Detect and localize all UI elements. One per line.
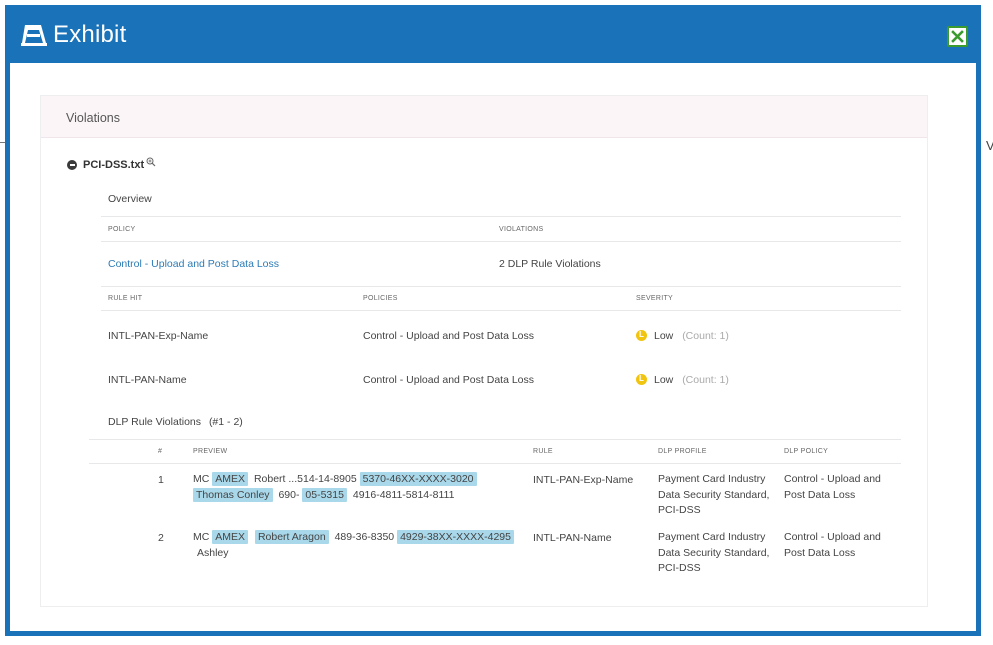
exhibit-icon [21, 25, 47, 46]
policy-line: Control - Upload and [784, 473, 881, 485]
dlp-profile-1: Payment Card Industry Data Security Stan… [658, 472, 769, 519]
severity-2: Low (Count: 1) [636, 374, 729, 386]
preview-match: Thomas Conley [193, 487, 273, 502]
rule-hit-1: INTL-PAN-Exp-Name [108, 330, 209, 342]
dlp-policy-column-header: DLP POLICY [784, 448, 829, 455]
policy-column-header: POLICY [108, 226, 136, 233]
preview-text: 4916-4811-5814-8111 [352, 488, 455, 501]
row-number-1: 1 [158, 474, 164, 486]
violations-count: 2 DLP Rule Violations [499, 258, 601, 270]
severity-1: Low (Count: 1) [636, 330, 729, 342]
rule-hit-column-header: RULE HIT [108, 295, 143, 302]
rule-hit-2: INTL-PAN-Name [108, 374, 187, 386]
rule-policy-2: Control - Upload and Post Data Loss [363, 374, 535, 386]
dlp-profile-2: Payment Card Industry Data Security Stan… [658, 530, 769, 577]
severity-count: (Count: 1) [682, 374, 729, 386]
severity-low-icon [636, 330, 647, 341]
stray-text: V [986, 138, 993, 153]
policy-line: Post Data Loss [784, 546, 856, 559]
divider [101, 241, 901, 242]
file-name: PCI-DSS.txt [83, 159, 145, 171]
stray-dash [0, 142, 8, 143]
policy-link[interactable]: Control - Upload and Post Data Loss [108, 258, 280, 270]
preview-match: 5370-46XX-XXXX-3020 [359, 472, 477, 486]
file-row: PCI-DSS.txt [67, 157, 156, 171]
policies-column-header: POLICIES [363, 295, 398, 302]
collapse-icon[interactable] [67, 160, 77, 170]
profile-line: Payment Card Industry [658, 531, 766, 543]
policy-line: Control - Upload and [784, 531, 881, 543]
dlp-rule-2: INTL-PAN-Name [533, 532, 612, 544]
profile-line: Data Security Standard, [658, 488, 770, 501]
preview-text: 690- [278, 488, 300, 501]
severity-count: (Count: 1) [682, 330, 729, 342]
violations-title: Violations [66, 111, 120, 125]
divider [101, 286, 901, 287]
divider [89, 439, 901, 440]
preview-match: 4929-38XX-XXXX-4295 [397, 530, 514, 544]
preview-text: Robert ...514-14-8905 [253, 473, 357, 485]
preview-line: MC AMEX Robert Aragon 489-36-8350 4929-3… [193, 530, 528, 546]
preview-text: MC [193, 473, 210, 485]
preview-2: MC AMEX Robert Aragon 489-36-8350 4929-3… [193, 530, 528, 561]
severity-label: Low [654, 330, 674, 342]
close-icon [951, 30, 964, 43]
preview-match: AMEX [212, 530, 249, 544]
policy-line: Post Data Loss [784, 488, 856, 501]
preview-line: MC AMEX Robert ...514-14-8905 5370-46XX-… [193, 472, 528, 488]
preview-line: Ashley [193, 546, 528, 562]
title-bar: Exhibit [5, 5, 981, 63]
profile-line: PCI-DSS [658, 504, 701, 516]
preview-text: 489-36-8350 [334, 531, 395, 543]
rule-column-header: RULE [533, 448, 553, 455]
preview-match: 05-5315 [302, 487, 347, 502]
severity-column-header: SEVERITY [636, 295, 674, 302]
content-area: Violations PCI-DSS.txt Overview POLICY V… [10, 63, 976, 631]
preview-column-header: PREVIEW [193, 448, 228, 455]
zoom-icon[interactable] [146, 157, 156, 167]
close-button[interactable] [947, 26, 968, 47]
divider [101, 216, 901, 217]
dlp-rule-1: INTL-PAN-Exp-Name [533, 474, 634, 486]
profile-line: PCI-DSS [658, 562, 701, 574]
violations-header: Violations [41, 96, 927, 138]
violations-card: Violations PCI-DSS.txt Overview POLICY V… [40, 95, 928, 607]
severity-low-icon [636, 374, 647, 385]
exhibit-window: Exhibit Violations PCI-DSS.txt O [5, 5, 981, 636]
dlp-violations-range: (#1 - 2) [208, 416, 243, 428]
dlp-policy-2: Control - Upload and Post Data Loss [784, 530, 881, 561]
profile-line: Data Security Standard, [658, 546, 770, 559]
dlp-policy-1: Control - Upload and Post Data Loss [784, 472, 881, 503]
divider [101, 310, 901, 311]
severity-label: Low [654, 374, 674, 386]
row-number-2: 2 [158, 532, 164, 544]
rule-policy-1: Control - Upload and Post Data Loss [363, 330, 535, 342]
dlp-violations-label: DLP Rule Violations (#1 - 2) [108, 416, 243, 428]
dlp-violations-title: DLP Rule Violations [108, 416, 202, 428]
divider [89, 463, 901, 464]
preview-text: Ashley [197, 546, 229, 559]
window-title: Exhibit [53, 21, 127, 48]
overview-label: Overview [108, 193, 152, 205]
preview-match: AMEX [212, 472, 249, 486]
preview-match: Robert Aragon [254, 530, 329, 544]
preview-line: Thomas Conley 690- 05-5315 4916-4811-581… [193, 487, 528, 504]
profile-line: Payment Card Industry [658, 473, 766, 485]
num-column-header: # [158, 448, 163, 455]
violations-column-header: VIOLATIONS [499, 226, 544, 233]
dlp-profile-column-header: DLP PROFILE [658, 448, 707, 455]
preview-1: MC AMEX Robert ...514-14-8905 5370-46XX-… [193, 472, 528, 503]
preview-text: MC [193, 531, 210, 543]
